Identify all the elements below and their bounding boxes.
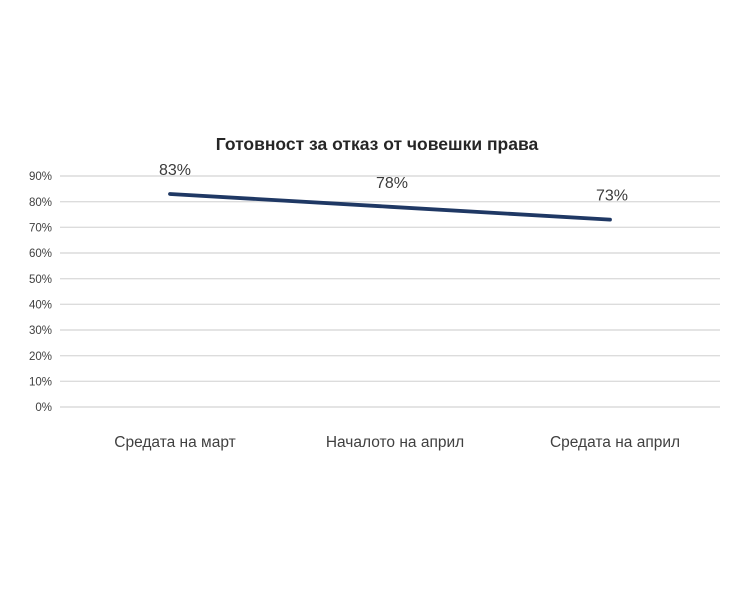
y-axis-tick-label: 60%	[29, 248, 52, 260]
data-label: 83%	[159, 162, 191, 179]
y-axis-tick-label: 30%	[29, 325, 52, 337]
x-axis-category-label: Средата на април	[550, 434, 680, 451]
x-axis-category-label: Началото на април	[326, 434, 464, 451]
x-axis-category-label: Средата на март	[114, 434, 235, 451]
data-label: 73%	[596, 188, 628, 205]
y-axis-tick-label: 0%	[35, 402, 52, 414]
data-label: 78%	[376, 175, 408, 192]
y-axis-tick-label: 40%	[29, 300, 52, 312]
chart-title: Готовност за отказ от човешки права	[216, 134, 539, 154]
y-axis-tick-label: 80%	[29, 197, 52, 209]
y-axis-tick-label: 50%	[29, 274, 52, 286]
y-axis-tick-label: 10%	[29, 377, 52, 389]
series-line	[168, 192, 612, 222]
y-axis-tick-label: 70%	[29, 223, 52, 235]
y-axis-tick-label: 20%	[29, 351, 52, 363]
y-axis-tick-label: 90%	[29, 171, 52, 183]
